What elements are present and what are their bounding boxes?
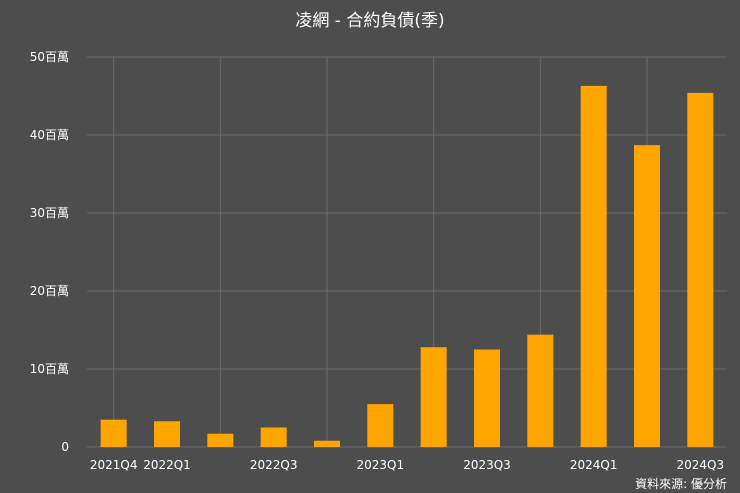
y-tick-label-2: 20百萬 <box>30 284 69 298</box>
bar-2023Q2 <box>420 347 447 447</box>
y-tick-label-0: 0 <box>61 440 69 454</box>
bar-2022Q4 <box>314 440 340 447</box>
bar-2022Q2 <box>207 433 234 447</box>
bar-2024Q1 <box>580 85 607 448</box>
bar-2023Q4 <box>527 334 554 447</box>
x-tick-label-2023Q3: 2023Q3 <box>463 458 511 472</box>
y-axis-tick-labels: 0 10百萬 20百萬 30百萬 40百萬 50百萬 <box>30 50 69 454</box>
y-tick-label-4: 40百萬 <box>30 128 69 142</box>
bar-2022Q3 <box>260 427 287 447</box>
x-tick-label-2024Q1: 2024Q1 <box>570 458 618 472</box>
gridlines <box>87 56 727 448</box>
bars <box>100 85 714 448</box>
bar-2024Q2 <box>634 145 660 447</box>
bar-2024Q3 <box>687 92 714 447</box>
x-tick-label-2024Q3: 2024Q3 <box>677 458 725 472</box>
x-tick-label-2022Q3: 2022Q3 <box>250 458 298 472</box>
y-tick-label-5: 50百萬 <box>30 50 69 64</box>
bar-2021Q4 <box>100 419 127 447</box>
x-tick-label-2023Q1: 2023Q1 <box>357 458 405 472</box>
x-axis-tick-labels: 2021Q4 2022Q1 2022Q3 2023Q1 2023Q3 2024Q1 2024… <box>90 458 724 472</box>
chart-title: 凌網 - 合約負債(季) <box>295 11 444 31</box>
bar-2023Q1 <box>367 404 394 447</box>
bar-2022Q1 <box>154 421 180 447</box>
bar-2023Q3 <box>474 349 500 447</box>
y-tick-label-3: 30百萬 <box>30 206 69 220</box>
x-tick-label-2021Q4: 2021Q4 <box>90 458 138 472</box>
y-tick-label-1: 10百萬 <box>30 362 69 376</box>
source-note: 資料來源: 優分析 <box>635 477 727 491</box>
x-tick-label-2022Q1: 2022Q1 <box>143 458 191 472</box>
